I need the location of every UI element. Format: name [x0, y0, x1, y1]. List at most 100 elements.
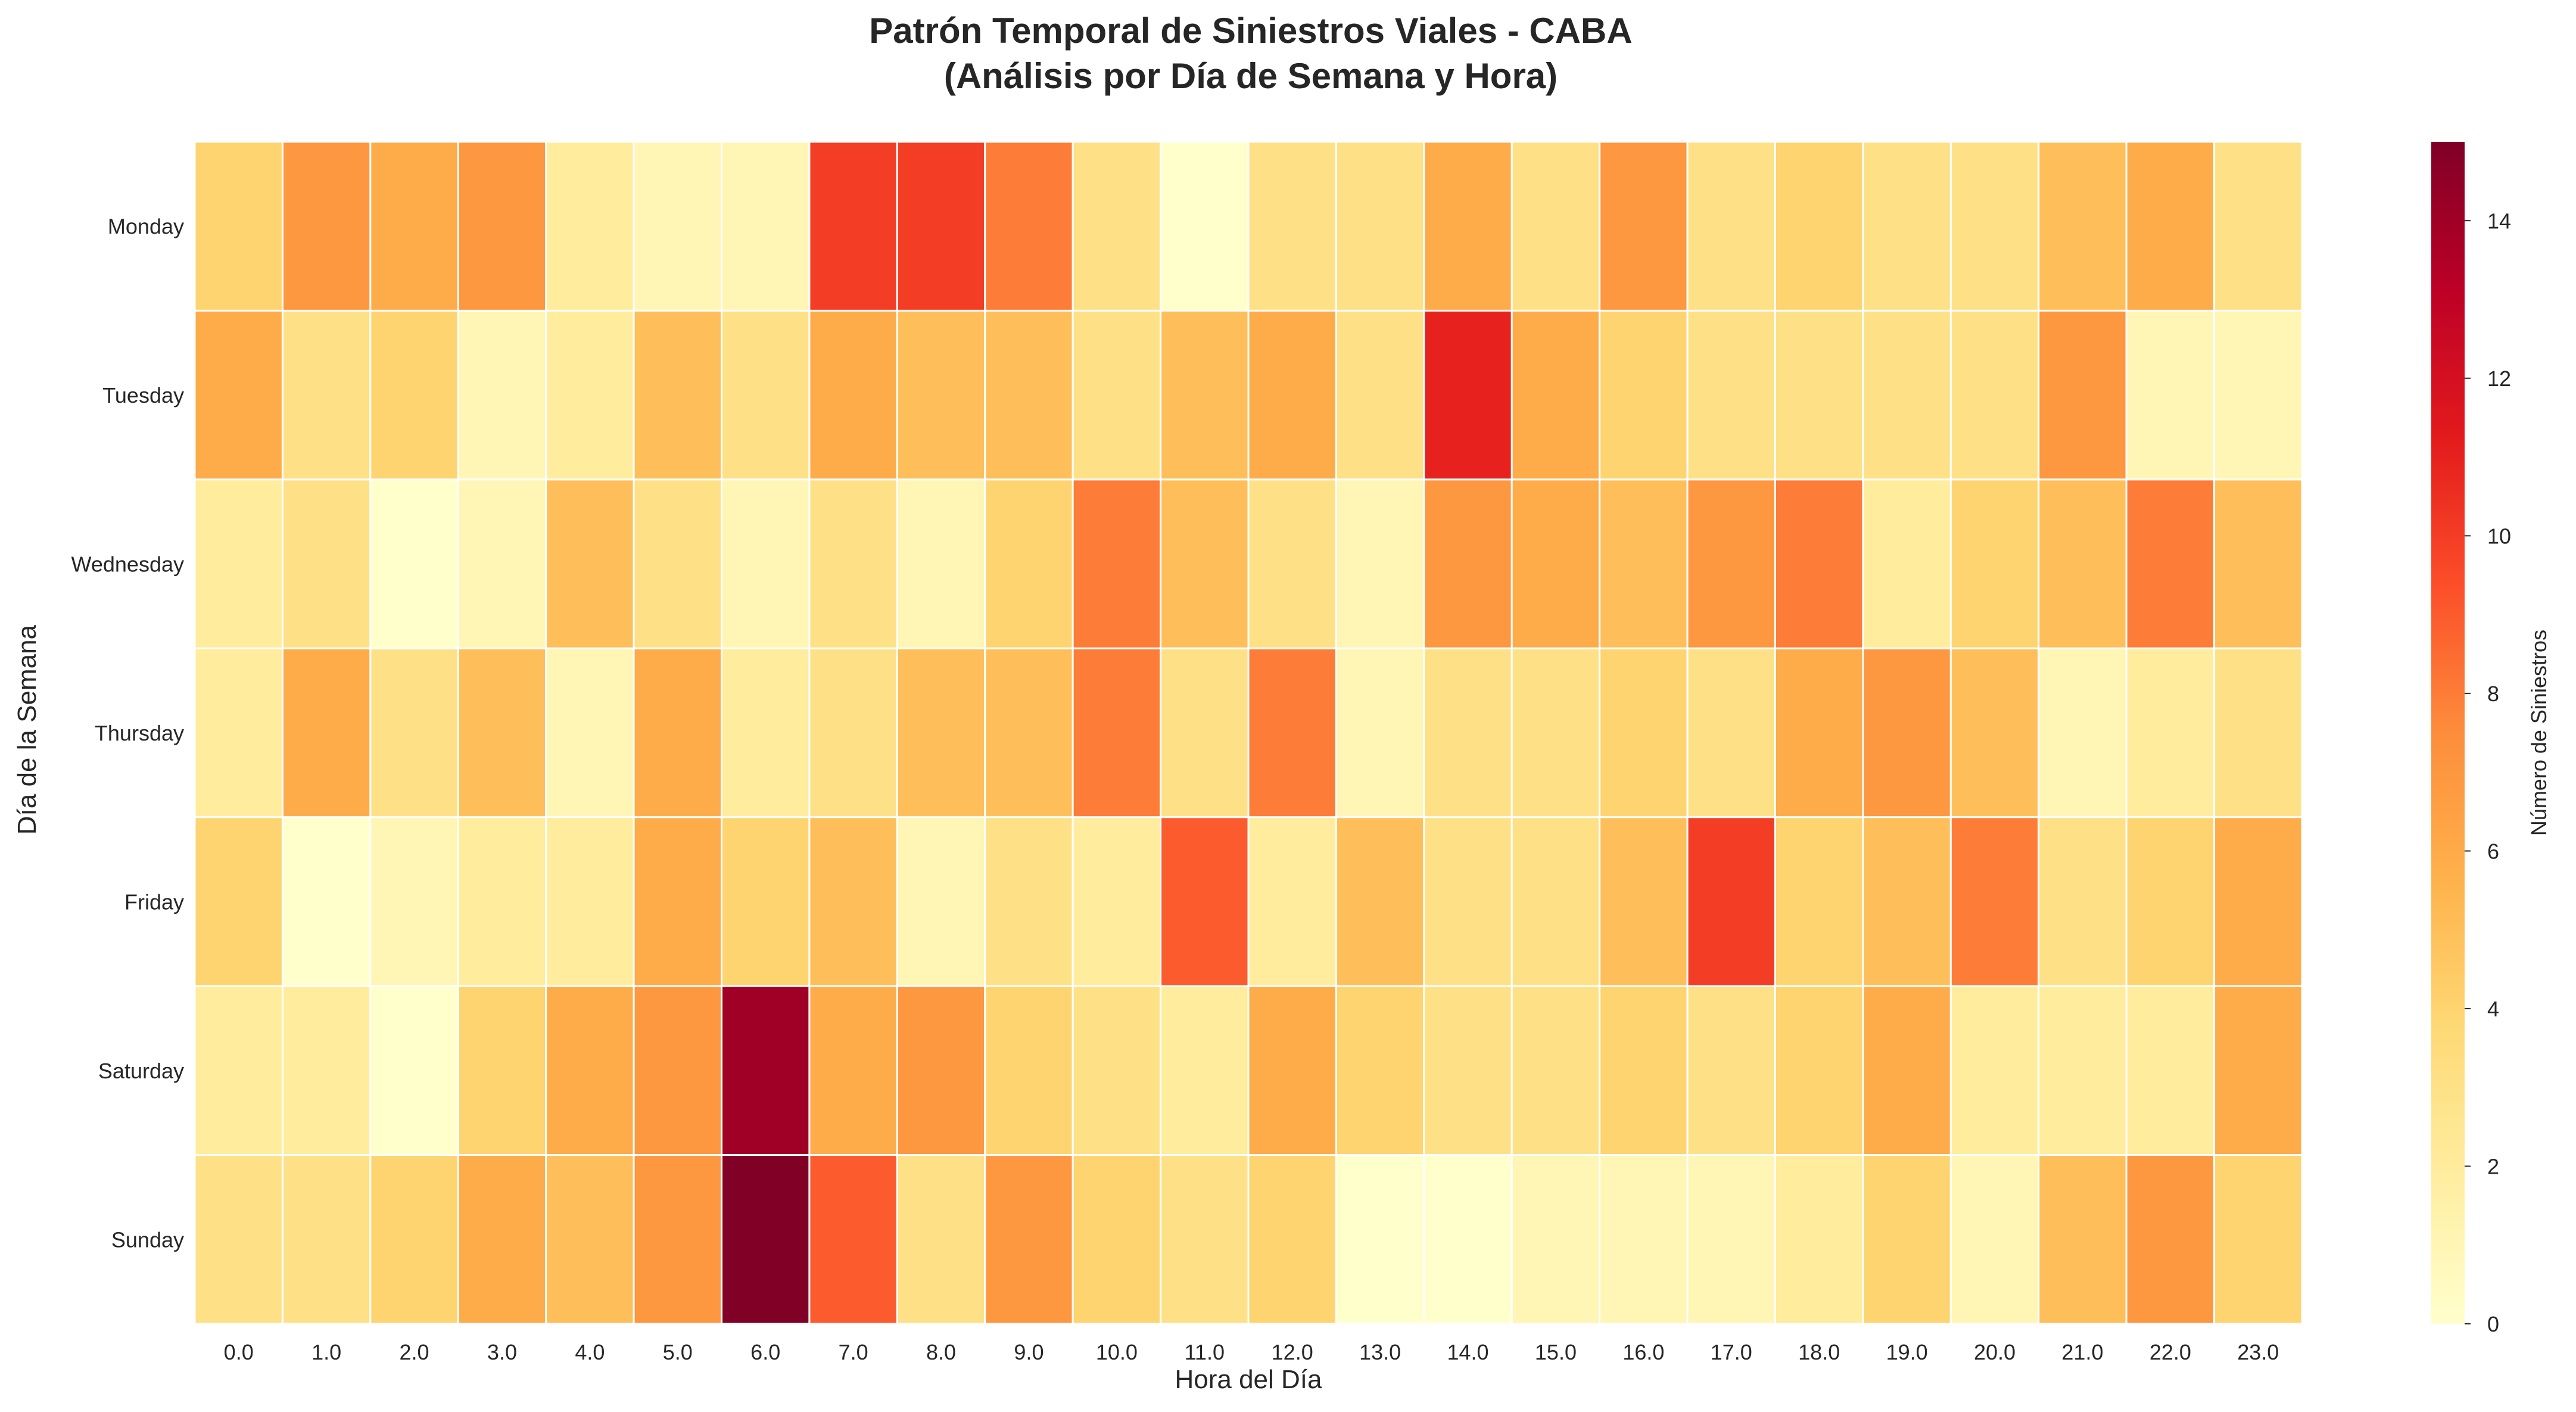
heatmap-cell	[369, 141, 459, 312]
y-tick-label: Wednesday	[71, 552, 184, 577]
heatmap-cell	[808, 309, 898, 481]
heatmap-cell	[808, 478, 898, 649]
heatmap-cell	[1686, 1154, 1776, 1325]
x-tick-label: 21.0	[2061, 1340, 2103, 1364]
heatmap-cell	[984, 647, 1074, 819]
colorbar-ticks: 0 2 4 6 8 10 12 14	[2465, 209, 2511, 1336]
heatmap-cell	[1160, 647, 1250, 819]
y-tick-label: Friday	[124, 890, 184, 914]
heatmap-cell	[896, 309, 986, 481]
heatmap-cell	[1599, 1154, 1689, 1325]
y-tick-label: Saturday	[98, 1059, 184, 1083]
heatmap-cell	[721, 985, 811, 1156]
colorbar-tick-label: 8	[2487, 682, 2499, 706]
heatmap-cell	[1774, 647, 1864, 819]
heatmap-cell	[457, 816, 547, 987]
heatmap-cell	[194, 478, 284, 649]
heatmap-cell	[1335, 141, 1425, 312]
heatmap-cell	[896, 816, 986, 987]
heatmap-cell	[633, 141, 723, 312]
heatmap-cell	[2125, 985, 2216, 1156]
x-axis-label: Hora del Día	[1175, 1365, 1322, 1394]
heatmap-cell	[2125, 309, 2216, 481]
heatmap-cell	[281, 309, 372, 481]
heatmap-cell	[1599, 816, 1689, 987]
heatmap-cell	[984, 985, 1074, 1156]
heatmap-cell	[633, 985, 723, 1156]
heatmap-cell	[369, 309, 459, 481]
heatmap-cell	[1949, 647, 2040, 819]
heatmap-cell	[369, 985, 459, 1156]
heatmap-cell	[1335, 816, 1425, 987]
heatmap-cell	[1071, 1154, 1162, 1325]
heatmap-cell	[281, 141, 372, 312]
heatmap-cell	[1247, 816, 1337, 987]
heatmap-cell	[984, 1154, 1074, 1325]
heatmap-cell	[1160, 478, 1250, 649]
heatmap-cell	[369, 816, 459, 987]
x-tick-label: 1.0	[312, 1340, 341, 1364]
heatmap-cell	[1160, 141, 1250, 312]
x-tick-label: 0.0	[224, 1340, 254, 1364]
heatmap-cell	[2213, 647, 2303, 819]
heatmap-cell	[896, 141, 986, 312]
heatmap-cell	[2038, 141, 2128, 312]
heatmap-cell	[457, 478, 547, 649]
heatmap-cell	[808, 141, 898, 312]
y-tick-label: Monday	[108, 214, 184, 239]
heatmap-cell	[1510, 1154, 1601, 1325]
heatmap-cell	[1510, 985, 1601, 1156]
heatmap-cell	[1949, 141, 2040, 312]
heatmap-cell	[2125, 478, 2216, 649]
heatmap-cell	[721, 141, 811, 312]
heatmap-cell	[1423, 985, 1513, 1156]
y-axis-label: Día de la Semana	[13, 624, 42, 835]
heatmap-cell	[1862, 647, 1952, 819]
heatmap-cell	[896, 647, 986, 819]
heatmap-cell	[1599, 309, 1689, 481]
heatmap-cell	[1686, 647, 1776, 819]
heatmap-cell	[545, 309, 635, 481]
heatmap-cell	[1949, 309, 2040, 481]
heatmap-cell	[2038, 816, 2128, 987]
heatmap-cell	[2213, 141, 2303, 312]
heatmap-cell	[1423, 309, 1513, 481]
heatmap-cell	[1335, 309, 1425, 481]
x-tick-label: 7.0	[839, 1340, 868, 1364]
heatmap-cell	[1423, 141, 1513, 312]
x-tick-label: 4.0	[575, 1340, 605, 1364]
heatmap-cell	[2213, 816, 2303, 987]
colorbar-tick-label: 10	[2487, 524, 2511, 548]
heatmap-cell	[1510, 816, 1601, 987]
heatmap-cell	[2125, 647, 2216, 819]
heatmap-cell	[1510, 647, 1601, 819]
colorbar-tick-label: 6	[2487, 839, 2499, 863]
heatmap-cell	[721, 816, 811, 987]
heatmap-cell	[1423, 1154, 1513, 1325]
heatmap-cell	[545, 141, 635, 312]
heatmap-cell	[194, 985, 284, 1156]
heatmap-cells	[194, 141, 2303, 1325]
heatmap-cell	[721, 1154, 811, 1325]
heatmap-cell	[808, 816, 898, 987]
heatmap-cell	[1423, 647, 1513, 819]
x-tick-label: 6.0	[750, 1340, 780, 1364]
heatmap-cell	[1862, 1154, 1952, 1325]
heatmap-cell	[2038, 309, 2128, 481]
heatmap-cell	[1510, 478, 1601, 649]
x-tick-label: 9.0	[1014, 1340, 1044, 1364]
y-tick-label: Thursday	[95, 721, 184, 745]
x-tick-label: 8.0	[926, 1340, 956, 1364]
heatmap-cell	[1247, 309, 1337, 481]
heatmap-cell	[1686, 478, 1776, 649]
x-tick-label: 10.0	[1096, 1340, 1138, 1364]
heatmap-cell	[1774, 141, 1864, 312]
colorbar-label: Número de Siniestros	[2527, 630, 2551, 836]
heatmap-cell	[1686, 141, 1776, 312]
heatmap-cell	[1862, 816, 1952, 987]
heatmap-cell	[545, 478, 635, 649]
heatmap-cell	[1160, 816, 1250, 987]
heatmap-cell	[984, 141, 1074, 312]
heatmap-cell	[1949, 1154, 2040, 1325]
